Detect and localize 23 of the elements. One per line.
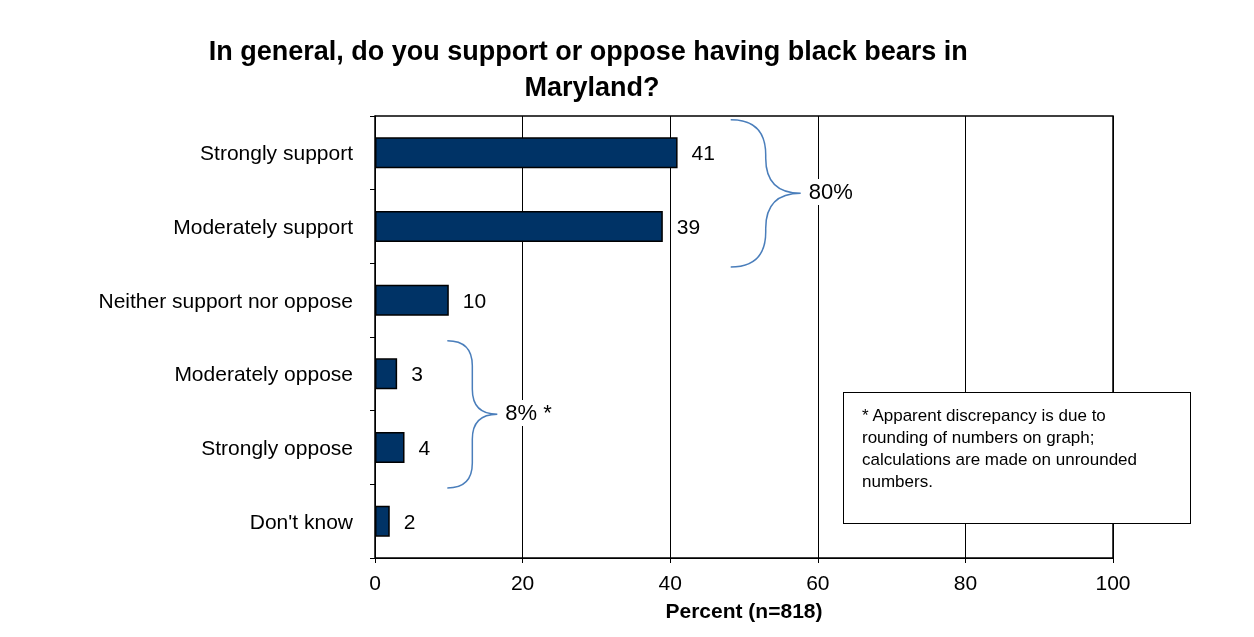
x-tick-label: 60 xyxy=(806,571,830,594)
x-tick-label: 40 xyxy=(658,571,682,594)
data-label: 3 xyxy=(411,362,423,386)
y-tick-label: Moderately support xyxy=(173,215,354,238)
x-tick-label: 100 xyxy=(1095,571,1131,594)
data-label: 39 xyxy=(676,215,701,238)
data-label: 41 xyxy=(691,141,715,165)
annotation: 80% xyxy=(806,179,855,206)
x-tick-label: 0 xyxy=(369,571,381,594)
data-label: 4 xyxy=(418,436,431,459)
x-tick-label: 80 xyxy=(953,571,978,594)
annotation: 8% * xyxy=(503,400,554,427)
y-tick-label: Strongly oppose xyxy=(201,436,353,459)
y-tick-label: Moderately oppose xyxy=(174,362,353,386)
x-tick-label: 20 xyxy=(510,571,535,594)
y-tick-label: Don't know xyxy=(249,509,354,533)
note-box: * Apparent discrepancy is due to rounding of numbers on graph; calculations are made on unrounded numbers. xyxy=(843,392,1191,524)
y-tick-label: Neither support nor oppose xyxy=(98,288,353,312)
chart-title: In general, do you support or oppose having black bears in Maryland? xyxy=(208,36,976,102)
x-axis-title: Percent (n=818) xyxy=(665,599,823,622)
data-label: 10 xyxy=(462,288,487,312)
y-tick-label: Strongly support xyxy=(200,141,354,165)
data-label: 2 xyxy=(403,509,416,533)
